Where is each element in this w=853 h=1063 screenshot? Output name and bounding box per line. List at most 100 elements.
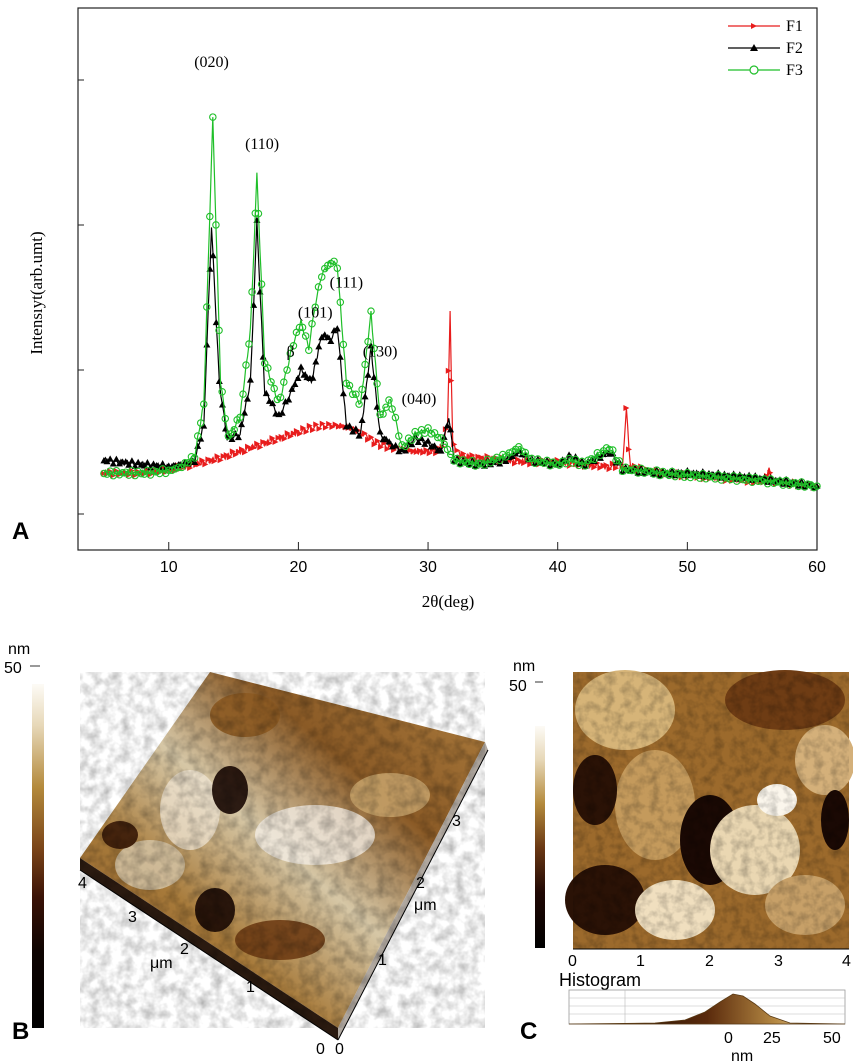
data-point	[443, 422, 451, 429]
data-point	[313, 421, 320, 428]
data-point	[527, 461, 534, 468]
data-point	[128, 457, 136, 464]
data-point	[454, 447, 461, 454]
peak-annotation: (020)	[194, 54, 229, 71]
panel-label-c: C	[520, 1018, 538, 1045]
data-point	[395, 432, 403, 440]
axis-left-tick-0: 0	[316, 1041, 325, 1058]
data-point	[773, 478, 781, 486]
data-point	[190, 454, 199, 462]
data-point	[257, 280, 266, 288]
data-point	[209, 251, 217, 259]
data-point	[447, 426, 455, 433]
data-point	[361, 393, 369, 400]
data-point	[683, 467, 691, 474]
data-point	[352, 425, 360, 432]
data-point	[365, 436, 372, 443]
data-point	[214, 453, 221, 460]
data-point	[159, 460, 167, 467]
data-point	[591, 464, 598, 471]
map-x-tick-4: 4	[842, 953, 851, 970]
data-point	[368, 434, 375, 441]
data-point	[336, 298, 345, 307]
data-point	[287, 433, 294, 440]
data-point	[146, 464, 154, 471]
data-point	[339, 423, 346, 430]
data-point	[521, 460, 528, 467]
data-point	[215, 326, 223, 335]
data-point	[257, 444, 264, 451]
data-point	[423, 447, 430, 454]
axis-left-tick-1: 1	[246, 979, 255, 996]
data-point	[238, 446, 245, 453]
histogram-label: Histogram	[559, 970, 641, 990]
data-point	[309, 374, 317, 381]
data-point	[714, 469, 722, 476]
data-point	[367, 342, 375, 349]
data-point	[370, 344, 378, 353]
data-point	[367, 307, 375, 315]
data-point	[346, 422, 354, 429]
data-point	[414, 438, 422, 445]
data-point	[297, 363, 305, 370]
data-point	[736, 471, 744, 478]
xrd-chart: 10 20 30 40 50 60 (020) (110) (111) (101) β (130) (…	[27, 7, 826, 611]
axis-right-tick-2: 2	[416, 875, 425, 892]
data-point	[391, 413, 400, 422]
x-tick-label: 30	[419, 559, 437, 576]
data-point	[623, 405, 630, 412]
data-point	[187, 453, 196, 461]
data-point	[813, 482, 821, 490]
data-point	[211, 458, 218, 465]
peak-annotation: (130)	[363, 343, 398, 360]
data-point	[300, 425, 307, 432]
data-point	[427, 430, 436, 438]
data-point	[315, 343, 323, 350]
data-point	[303, 428, 310, 435]
data-point	[587, 455, 596, 463]
data-point	[521, 448, 530, 457]
data-point	[384, 446, 391, 453]
data-point	[705, 471, 713, 480]
data-point	[322, 424, 329, 431]
data-point	[254, 209, 263, 218]
data-point	[745, 471, 753, 478]
data-point	[226, 454, 233, 461]
data-point	[212, 221, 220, 229]
data-point	[803, 480, 812, 488]
series-line-F2	[103, 220, 818, 489]
data-point	[401, 442, 410, 451]
data-point	[248, 288, 256, 296]
data-point	[203, 303, 211, 311]
data-point	[355, 400, 363, 408]
data-point	[330, 326, 338, 334]
data-point	[242, 361, 250, 369]
data-point	[286, 349, 295, 358]
axis-right-tick-3: 3	[452, 813, 461, 830]
data-point	[336, 353, 344, 360]
data-point	[524, 454, 533, 463]
data-point	[239, 390, 247, 398]
data-point	[265, 397, 273, 404]
axis-right-tick-0: 0	[335, 1041, 344, 1058]
data-point	[174, 463, 183, 472]
data-point	[434, 433, 442, 442]
data-point	[203, 341, 211, 348]
x-tick-label: 40	[549, 559, 567, 576]
data-point	[437, 447, 445, 454]
data-point	[217, 457, 224, 464]
data-point	[408, 436, 416, 444]
data-point	[416, 447, 423, 454]
data-point	[263, 439, 270, 446]
data-point	[440, 440, 449, 449]
data-point	[212, 318, 220, 326]
peak-annotation: (101)	[298, 305, 333, 322]
data-point	[446, 450, 455, 459]
data-point	[200, 400, 208, 408]
data-point	[364, 337, 372, 346]
data-point	[615, 457, 624, 465]
data-point	[245, 443, 252, 450]
data-point	[264, 364, 272, 372]
data-point	[395, 447, 403, 455]
data-point	[229, 448, 236, 455]
